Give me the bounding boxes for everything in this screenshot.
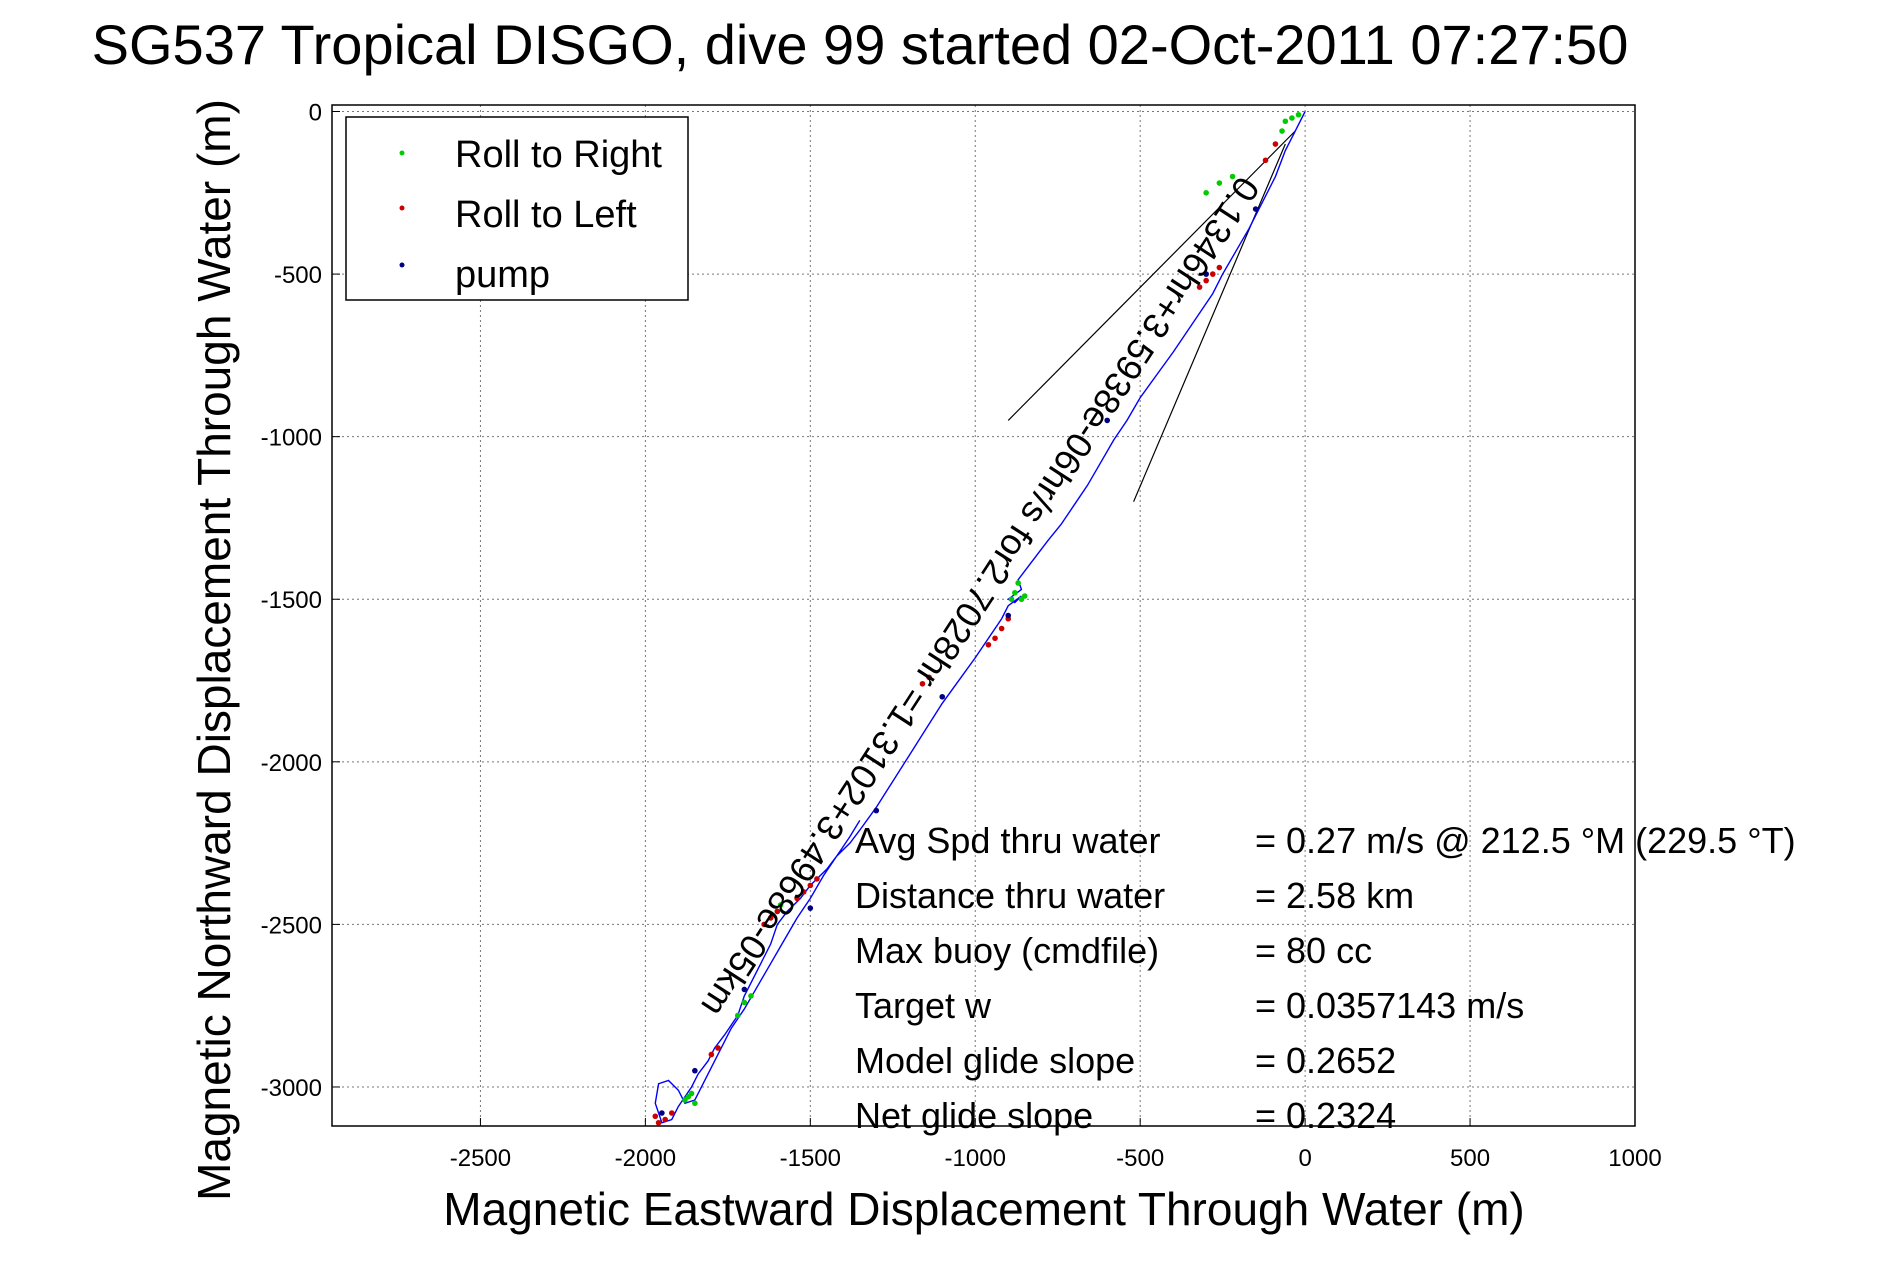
chart-title: SG537 Tropical DISGO, dive 99 started 02… <box>92 13 1629 76</box>
roll-to-right-point <box>1295 111 1302 118</box>
roll-to-left-point <box>652 1113 659 1120</box>
stat-label-target-w: Target w <box>855 985 992 1026</box>
x-tick-label: 0 <box>1298 1145 1311 1172</box>
stat-value-target-w: = 0.0357143 m/s <box>1255 985 1524 1026</box>
stat-value-max-buoy: = 80 cc <box>1255 930 1372 971</box>
roll-to-right-point <box>692 1100 698 1107</box>
legend-marker-pump <box>399 262 405 268</box>
roll-to-left-point <box>708 1051 715 1058</box>
y-tick-label: -2500 <box>261 912 322 939</box>
stat-value-net-glide: = 0.2324 <box>1255 1095 1396 1136</box>
roll-to-right-point <box>1279 128 1285 134</box>
pump-point <box>1252 206 1259 212</box>
roll-to-right-point <box>1008 596 1015 603</box>
roll-to-right-point <box>1216 180 1223 186</box>
roll-to-left-point <box>715 1045 721 1051</box>
roll-to-right-point <box>1015 580 1021 586</box>
stat-label-avg-speed: Avg Spd thru water <box>855 820 1161 861</box>
stat-value-distance: = 2.58 km <box>1255 875 1414 916</box>
roll-to-right-point <box>688 1090 695 1097</box>
roll-to-left-point <box>1216 264 1223 271</box>
roll-to-right-point <box>1282 118 1289 125</box>
chart-legend: Roll to Right Roll to Left pump <box>345 116 689 301</box>
legend-marker-roll-left <box>399 205 405 211</box>
roll-to-left-point <box>985 641 992 648</box>
pump-point <box>741 986 748 993</box>
roll-to-left-point <box>1272 141 1279 147</box>
legend-label-roll-left: Roll to Left <box>455 194 637 236</box>
roll-to-left-point <box>1203 277 1209 284</box>
roll-to-right-point <box>748 993 754 999</box>
roll-to-left-point <box>668 1110 675 1116</box>
x-tick-label: -2000 <box>615 1145 676 1172</box>
roll-to-right-point <box>1289 115 1295 121</box>
stat-label-net-glide: Net glide slope <box>855 1095 1093 1136</box>
current-vector-line <box>1007 130 1296 421</box>
y-axis-label: Magnetic Northward Displacement Through … <box>188 99 240 1201</box>
legend-marker-roll-right <box>399 150 405 156</box>
pump-point <box>659 1110 665 1116</box>
x-tick-label: 1000 <box>1608 1145 1661 1172</box>
roll-to-right-point <box>741 999 748 1006</box>
roll-to-left-point <box>1262 157 1269 164</box>
roll-to-right-point <box>1203 189 1209 196</box>
roll-to-left-point <box>814 876 820 882</box>
roll-to-left-point <box>794 895 800 902</box>
pump-point <box>939 693 946 700</box>
roll-to-left-point <box>919 680 926 687</box>
roll-to-left-point <box>992 635 998 642</box>
roll-to-right-point <box>682 1097 688 1103</box>
stat-label-distance: Distance thru water <box>855 875 1165 916</box>
stat-label-model-glide: Model glide slope <box>855 1040 1135 1081</box>
roll-to-left-point <box>655 1119 662 1126</box>
roll-to-right-point <box>1021 593 1028 599</box>
pump-point <box>692 1067 698 1074</box>
dive-stats-panel: Avg Spd thru water = 0.27 m/s @ 212.5 °M… <box>855 820 1796 1136</box>
roll-to-right-point <box>777 902 784 908</box>
roll-to-left-point <box>774 908 781 915</box>
roll-to-left-point <box>1209 271 1216 277</box>
y-tick-label: -500 <box>274 262 322 289</box>
y-tick-label: -1000 <box>261 425 322 452</box>
data-series <box>652 111 1306 1126</box>
legend-label-roll-right: Roll to Right <box>455 134 662 176</box>
y-tick-label: -2000 <box>261 750 322 777</box>
roll-to-left-point <box>998 625 1005 632</box>
pump-point <box>1104 417 1111 424</box>
roll-to-right-point <box>1012 589 1018 596</box>
x-axis-label: Magnetic Eastward Displacement Through W… <box>443 1183 1524 1235</box>
y-tick-label: -3000 <box>261 1075 322 1102</box>
pump-point <box>873 807 880 814</box>
x-tick-label: 500 <box>1450 1145 1490 1172</box>
y-tick-label: 0 <box>309 100 322 127</box>
plot-area-frame <box>331 104 1636 1127</box>
roll-to-right-point <box>1229 173 1236 180</box>
x-tick-label: -500 <box>1116 1145 1164 1172</box>
pump-point <box>1005 612 1012 619</box>
roll-to-left-point <box>800 889 807 895</box>
track-line <box>654 111 1306 1124</box>
y-tick-label: -1500 <box>261 587 322 614</box>
pump-point <box>807 905 814 911</box>
current-vector-line <box>1133 143 1286 502</box>
roll-to-right-point <box>734 1012 741 1019</box>
legend-label-pump: pump <box>455 254 550 296</box>
roll-to-left-point <box>761 921 767 928</box>
x-tick-label: -1000 <box>945 1145 1006 1172</box>
roll-to-left-point <box>767 915 774 921</box>
roll-to-left-point <box>926 674 932 681</box>
stat-value-avg-speed: = 0.27 m/s @ 212.5 °M (229.5 °T) <box>1255 820 1796 861</box>
stat-label-max-buoy: Max buoy (cmdfile) <box>855 930 1159 971</box>
pump-point <box>1203 271 1209 277</box>
x-tick-label: -1500 <box>780 1145 841 1172</box>
stat-value-model-glide: = 0.2652 <box>1255 1040 1396 1081</box>
roll-to-left-point <box>662 1116 668 1123</box>
axis-ticks: -2500 -2000 -1500 -1000 -500 0 500 1000 0 -500 -10… <box>261 100 1662 1172</box>
roll-to-left-point <box>1196 284 1203 290</box>
roll-to-left-point <box>807 882 814 889</box>
x-tick-label: -2500 <box>450 1145 511 1172</box>
